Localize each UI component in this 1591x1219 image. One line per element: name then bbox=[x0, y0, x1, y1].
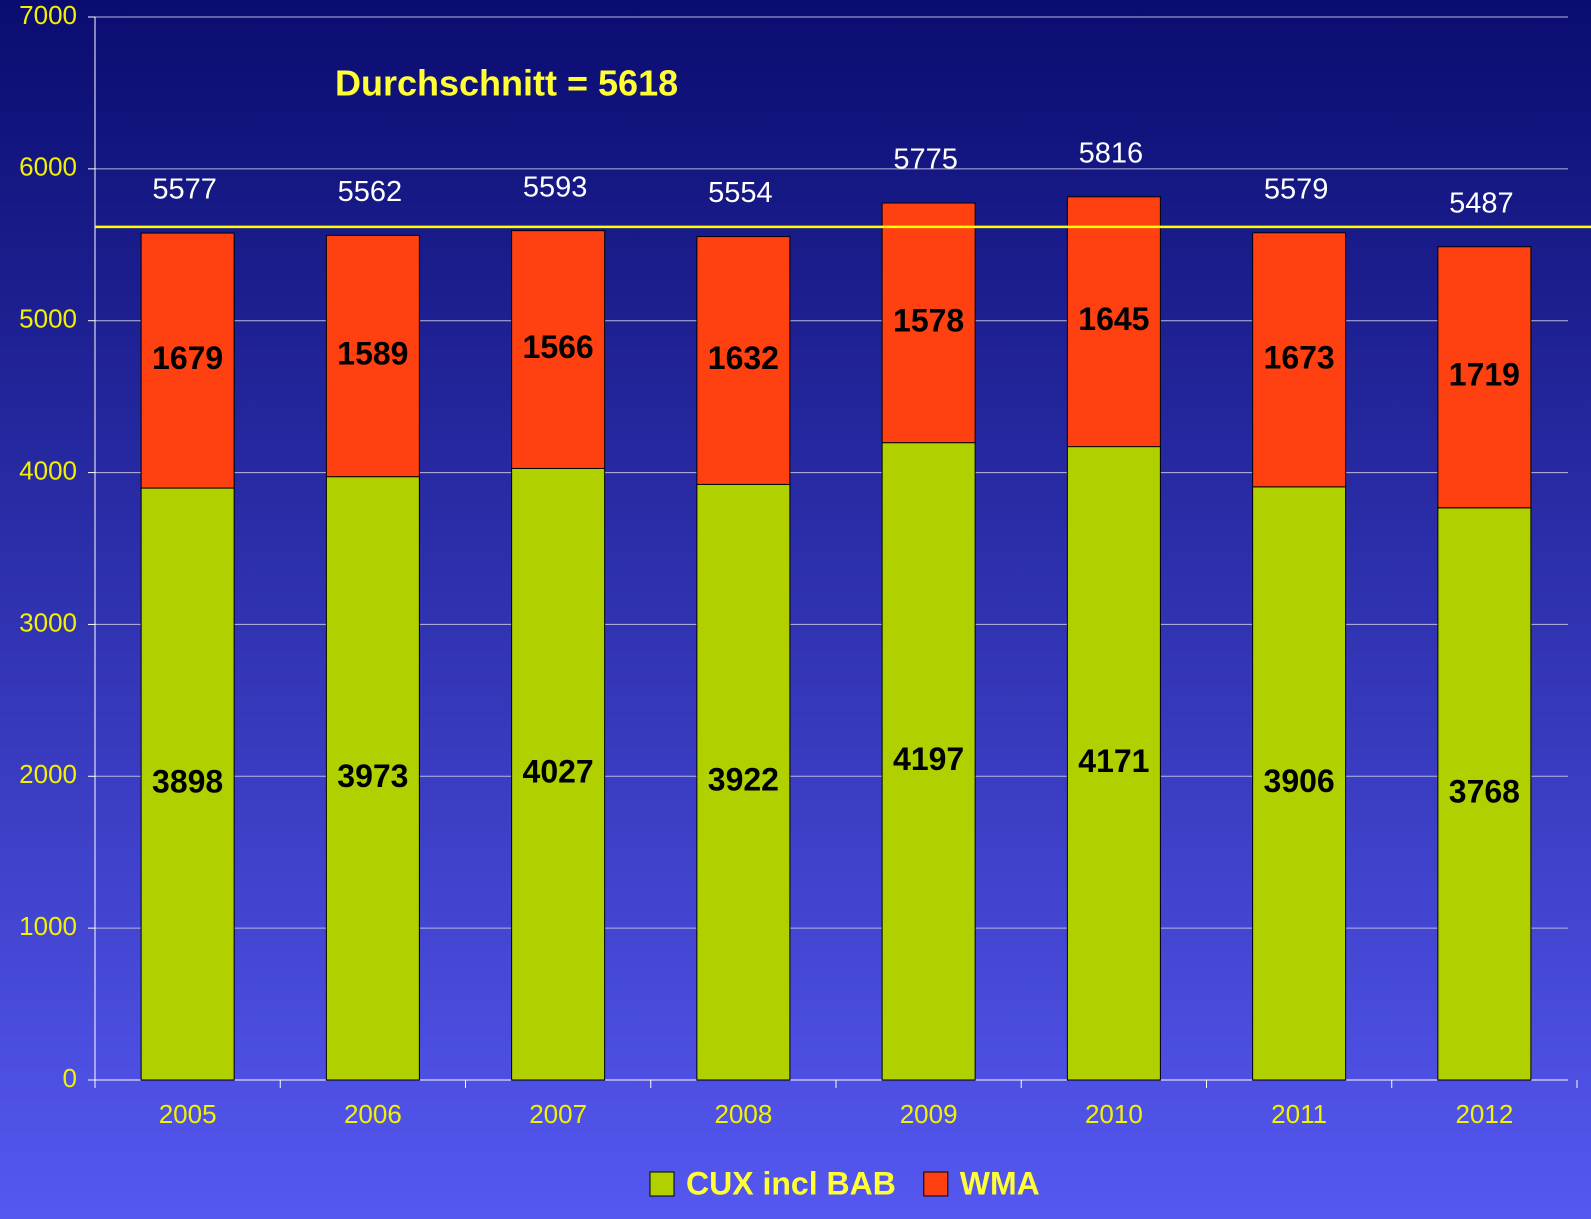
x-tick-label: 2008 bbox=[714, 1099, 772, 1129]
segment-label: 3922 bbox=[708, 762, 779, 798]
y-tick-label: 7000 bbox=[19, 0, 77, 30]
segment-label: 1673 bbox=[1264, 339, 1335, 375]
y-tick-label: 1000 bbox=[19, 911, 77, 941]
bar-segment bbox=[696, 236, 791, 485]
y-tick-label: 3000 bbox=[19, 607, 77, 637]
x-tick-label: 2012 bbox=[1455, 1099, 1513, 1129]
segment-label: 3906 bbox=[1264, 763, 1335, 799]
segment-label: 3898 bbox=[152, 763, 223, 799]
bar-segment bbox=[511, 467, 606, 1081]
segment-label: 1645 bbox=[1078, 301, 1149, 337]
y-tick-label: 0 bbox=[63, 1063, 77, 1093]
segment-label: 3768 bbox=[1449, 773, 1520, 809]
bar-segment bbox=[325, 476, 420, 1081]
total-label: 5579 bbox=[1264, 173, 1329, 205]
segment-label: 1632 bbox=[708, 340, 779, 376]
total-label: 5775 bbox=[893, 144, 958, 176]
legend-label: CUX incl BAB bbox=[686, 1165, 896, 1201]
bar-segment bbox=[1437, 246, 1532, 509]
bar-segment bbox=[1252, 486, 1347, 1081]
y-tick-label: 6000 bbox=[19, 152, 77, 182]
segment-label: 3973 bbox=[337, 758, 408, 794]
x-tick-label: 2009 bbox=[900, 1099, 958, 1129]
legend-swatch bbox=[923, 1171, 949, 1197]
y-tick-label: 4000 bbox=[19, 455, 77, 485]
bar-segment bbox=[1437, 507, 1532, 1081]
bar-segment bbox=[140, 487, 235, 1081]
bar-segment bbox=[881, 442, 976, 1081]
y-tick-label: 2000 bbox=[19, 759, 77, 789]
x-tick-label: 2006 bbox=[344, 1099, 402, 1129]
segment-label: 1578 bbox=[893, 302, 964, 338]
legend-label: WMA bbox=[960, 1165, 1040, 1201]
annotation: Durchschnitt = 5618 bbox=[335, 63, 678, 104]
bar-segment bbox=[881, 202, 976, 444]
segment-label: 1589 bbox=[337, 335, 408, 371]
segment-label: 4171 bbox=[1078, 743, 1149, 779]
total-label: 5487 bbox=[1449, 187, 1514, 219]
total-label: 5816 bbox=[1079, 137, 1144, 169]
bar-segment bbox=[140, 232, 235, 489]
segment-label: 4027 bbox=[523, 754, 594, 790]
bar-segment bbox=[1066, 446, 1161, 1081]
bar-segment bbox=[511, 230, 606, 469]
total-label: 5577 bbox=[152, 174, 217, 206]
y-tick-label: 5000 bbox=[19, 304, 77, 334]
x-tick-label: 2010 bbox=[1085, 1099, 1143, 1129]
legend-swatch bbox=[649, 1171, 675, 1197]
total-label: 5562 bbox=[338, 176, 403, 208]
bar-segment bbox=[325, 234, 420, 478]
x-tick-label: 2007 bbox=[529, 1099, 587, 1129]
segment-label: 1719 bbox=[1449, 357, 1520, 393]
bar-segment bbox=[696, 483, 791, 1081]
total-label: 5554 bbox=[708, 177, 773, 209]
total-label: 5593 bbox=[523, 171, 588, 203]
bar-segment bbox=[1252, 232, 1347, 488]
segment-label: 4197 bbox=[893, 741, 964, 777]
segment-label: 1679 bbox=[152, 340, 223, 376]
bar-segment bbox=[1066, 196, 1161, 448]
x-tick-label: 2005 bbox=[159, 1099, 217, 1129]
segment-label: 1566 bbox=[523, 329, 594, 365]
x-tick-label: 2011 bbox=[1271, 1099, 1327, 1129]
